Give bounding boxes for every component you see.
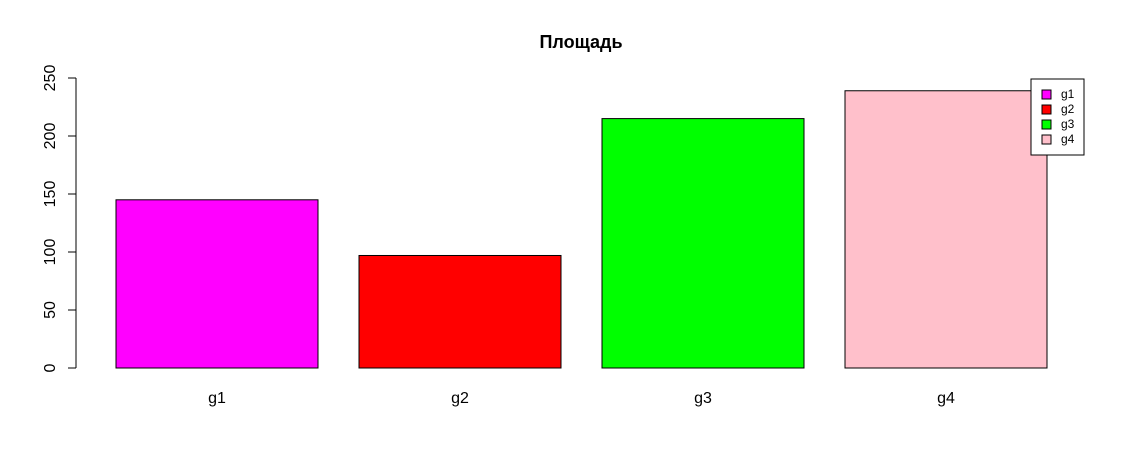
chart-title: Площадь xyxy=(539,32,622,52)
legend-swatch xyxy=(1041,119,1052,130)
x-category-label: g4 xyxy=(937,390,955,407)
legend-label: g2 xyxy=(1061,102,1075,116)
legend-swatch xyxy=(1041,104,1052,115)
legend-label: g1 xyxy=(1061,87,1075,101)
legend-box xyxy=(1030,78,1085,156)
x-axis-labels: g1 g2 g3 g4 xyxy=(208,390,955,407)
y-tick-label: 150 xyxy=(42,181,59,208)
x-category-label: g3 xyxy=(694,390,712,407)
legend-swatch xyxy=(1041,89,1052,100)
bar-g3 xyxy=(601,118,805,369)
x-category-label: g1 xyxy=(208,390,226,407)
legend-label: g4 xyxy=(1061,132,1075,146)
y-tick-label: 0 xyxy=(42,363,59,372)
bars xyxy=(115,90,1048,369)
bar-g4 xyxy=(844,90,1048,369)
bar-g2 xyxy=(358,254,562,369)
legend-label: g3 xyxy=(1061,117,1075,131)
y-axis: 0 50 100 150 200 250 xyxy=(42,65,77,372)
legend-swatch xyxy=(1041,134,1052,145)
y-tick-label: 50 xyxy=(42,301,59,319)
x-category-label: g2 xyxy=(451,390,469,407)
bar-g1 xyxy=(115,199,319,369)
y-tick-label: 250 xyxy=(42,65,59,92)
y-tick-label: 200 xyxy=(42,123,59,150)
y-tick-label: 100 xyxy=(42,239,59,266)
